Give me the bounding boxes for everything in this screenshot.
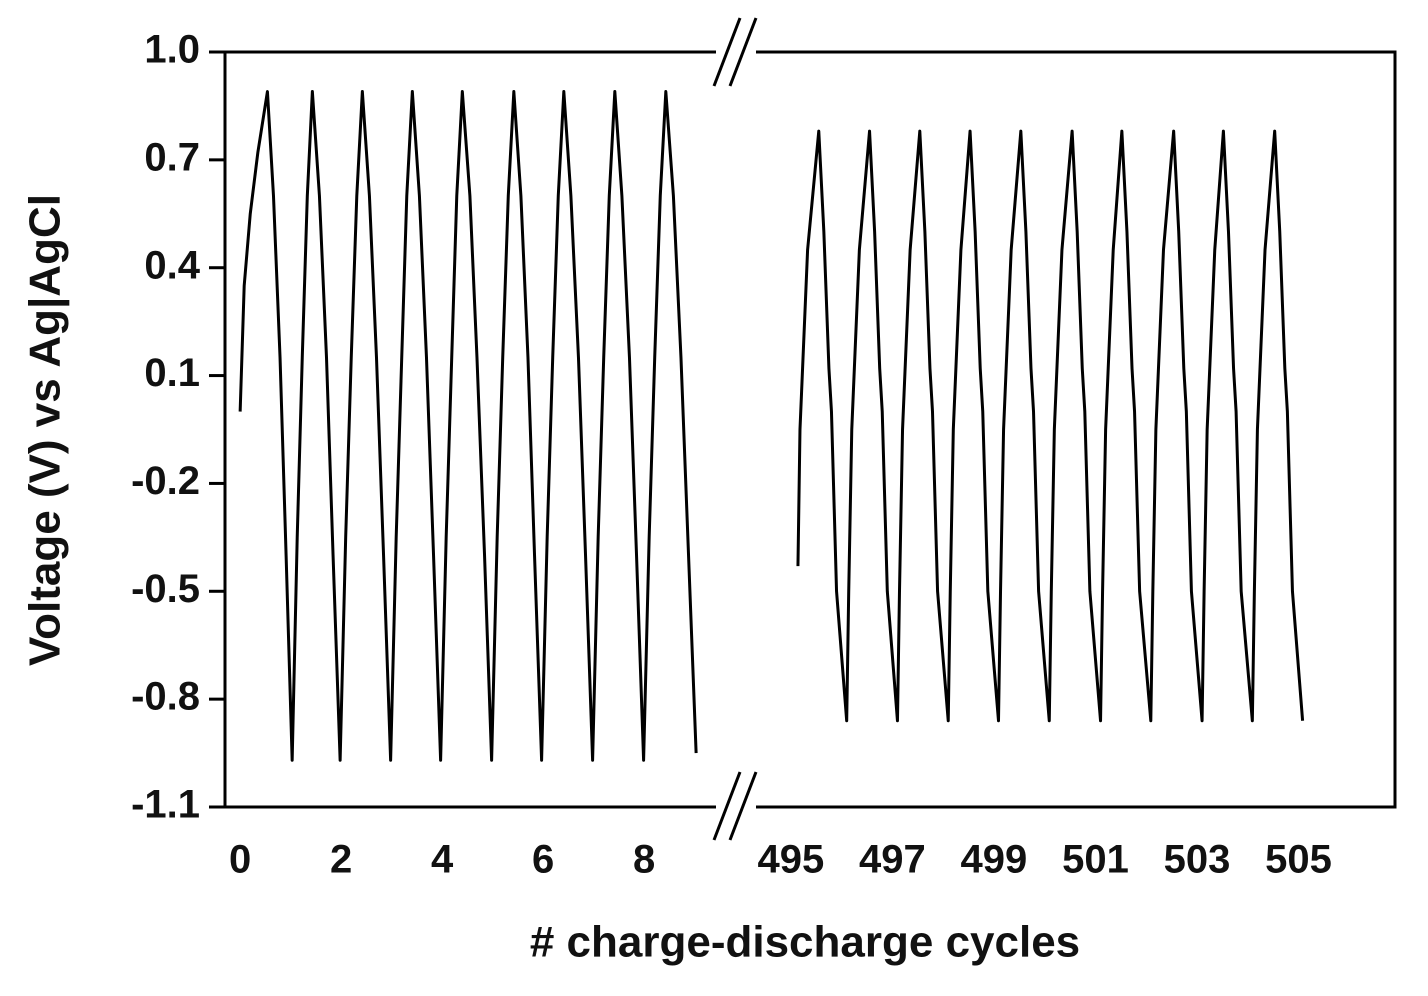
x-tick-label: 495 — [757, 838, 824, 882]
y-tick-label: 0.1 — [144, 351, 200, 395]
data-line — [238, 90, 698, 762]
y-tick-label: 0.7 — [144, 135, 200, 179]
x-tick-label: 505 — [1265, 838, 1332, 882]
x-tick-label: 0 — [229, 838, 251, 882]
y-tick-label: -0.8 — [131, 675, 200, 719]
x-tick-label: 497 — [859, 838, 926, 882]
y-tick-label: 0.4 — [144, 243, 200, 287]
x-tick-label: 8 — [633, 838, 655, 882]
data-line — [796, 129, 1305, 723]
y-tick-label: -0.2 — [131, 459, 200, 503]
x-tick-label: 501 — [1062, 838, 1129, 882]
break-mark — [712, 17, 742, 87]
x-tick-label: 4 — [431, 838, 454, 882]
x-tick-label: 2 — [330, 838, 352, 882]
y-tick-label: -1.1 — [131, 783, 200, 827]
y-tick-label: -0.5 — [131, 567, 200, 611]
x-tick-label: 499 — [961, 838, 1028, 882]
axis-break — [712, 17, 758, 841]
break-mark — [728, 771, 758, 841]
break-mark — [712, 771, 742, 841]
y-tick-label: 1.0 — [144, 28, 200, 72]
plot-frame — [223, 50, 1397, 809]
y-axis-label: Voltage (V) vs Ag|AgCl — [21, 194, 71, 666]
plot-area — [238, 90, 1305, 762]
x-tick-label: 6 — [532, 838, 554, 882]
break-mark — [728, 17, 758, 87]
x-tick-label: 503 — [1164, 838, 1231, 882]
x-axis-label: # charge-discharge cycles — [530, 918, 1080, 967]
